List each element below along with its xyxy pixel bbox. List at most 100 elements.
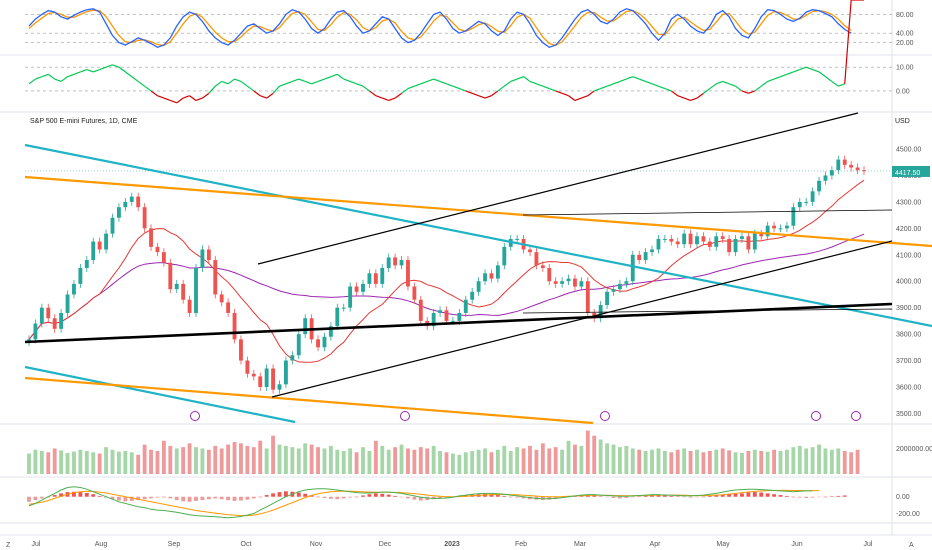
volume-bar[interactable] [733, 452, 738, 474]
macd-histogram-bar[interactable] [656, 495, 661, 497]
macd-histogram-bar[interactable] [194, 496, 198, 501]
candle-body[interactable] [772, 225, 777, 229]
macd-histogram-bar[interactable] [155, 496, 160, 498]
candle-body[interactable] [476, 281, 481, 292]
volume-bar[interactable] [701, 452, 706, 474]
volume-bar[interactable] [39, 451, 44, 474]
macd-histogram-bar[interactable] [341, 496, 346, 499]
candle-body[interactable] [784, 225, 789, 229]
horizontal-resistance-line[interactable] [522, 209, 893, 216]
volume-bar[interactable] [553, 447, 558, 474]
candle-body[interactable] [765, 225, 770, 237]
volume-bar[interactable] [650, 449, 654, 474]
macd-histogram-bar[interactable] [380, 493, 385, 497]
candle-body[interactable] [264, 368, 269, 387]
macd-histogram-bar[interactable] [573, 496, 577, 497]
macd-histogram-bar[interactable] [264, 495, 269, 497]
volume-bar[interactable] [303, 443, 308, 474]
volume-bar[interactable] [585, 430, 590, 474]
volume-bar[interactable] [508, 451, 513, 474]
macd-histogram-bar[interactable] [245, 496, 250, 500]
volume-bar[interactable] [219, 448, 224, 474]
trend-line-cyan-upper[interactable] [24, 143, 932, 328]
macd-histogram-bar[interactable] [373, 493, 378, 497]
macd-histogram-bar[interactable] [303, 493, 308, 497]
volume-bar[interactable] [444, 452, 449, 474]
volume-bar[interactable] [476, 449, 481, 474]
macd-histogram-bar[interactable] [187, 496, 192, 502]
volume-bar[interactable] [489, 452, 494, 474]
candle-body[interactable] [804, 201, 809, 203]
volume-bar[interactable] [829, 449, 834, 474]
volume-bar[interactable] [637, 449, 642, 474]
candle-body[interactable] [515, 238, 520, 240]
macd-histogram-bar[interactable] [495, 495, 500, 497]
candle-body[interactable] [116, 207, 121, 218]
candle-body[interactable] [849, 164, 854, 168]
volume-bar[interactable] [348, 448, 353, 474]
candle-body[interactable] [540, 265, 545, 268]
volume-bar[interactable] [91, 452, 96, 474]
volume-bar[interactable] [438, 451, 443, 474]
volume-bar[interactable] [463, 452, 468, 474]
candle-body[interactable] [251, 373, 256, 377]
volume-bar[interactable] [534, 449, 539, 474]
volume-bar[interactable] [457, 454, 462, 474]
volume-bar[interactable] [65, 452, 70, 474]
macd-histogram-bar[interactable] [630, 496, 635, 498]
volume-bar[interactable] [772, 449, 777, 474]
macd-histogram-bar[interactable] [348, 496, 353, 498]
volume-bar[interactable] [669, 452, 674, 474]
volume-bar[interactable] [155, 451, 160, 474]
volume-bar[interactable] [110, 449, 115, 474]
volume-bar[interactable] [752, 449, 757, 474]
macd-histogram-bar[interactable] [91, 494, 96, 497]
macd-histogram-bar[interactable] [123, 496, 128, 502]
volume-bar[interactable] [412, 449, 417, 474]
volume-bar[interactable] [810, 447, 815, 474]
candle-body[interactable] [78, 268, 83, 284]
macd-histogram-bar[interactable] [489, 494, 494, 497]
volume-bar[interactable] [797, 445, 802, 474]
macd-histogram-bar[interactable] [643, 495, 648, 497]
candle-body[interactable] [817, 180, 821, 192]
macd-histogram-bar[interactable] [78, 492, 83, 497]
volume-bar[interactable] [335, 449, 340, 474]
candle-body[interactable] [39, 307, 44, 324]
candle-body[interactable] [862, 170, 866, 172]
volume-bar[interactable] [187, 443, 192, 474]
macd-histogram-bar[interactable] [316, 496, 320, 498]
macd-histogram-bar[interactable] [624, 496, 629, 498]
volume-bar[interactable] [296, 448, 301, 474]
macd-histogram-bar[interactable] [393, 495, 398, 497]
volume-bar[interactable] [367, 451, 372, 474]
volume-bar[interactable] [630, 448, 635, 474]
volume-bar[interactable] [373, 440, 378, 474]
candle-body[interactable] [181, 283, 186, 300]
channel-lower-line[interactable] [271, 240, 893, 398]
volume-bar[interactable] [97, 453, 102, 474]
volume-bar[interactable] [707, 451, 712, 474]
macd-histogram-bar[interactable] [547, 496, 552, 500]
macd-histogram-bar[interactable] [778, 495, 783, 497]
macd-histogram-bar[interactable] [765, 493, 770, 497]
macd-histogram-bar[interactable] [149, 496, 153, 499]
horizontal-support-line[interactable] [522, 308, 893, 314]
candle-body[interactable] [470, 291, 475, 300]
candle-body[interactable] [348, 286, 353, 308]
macd-histogram-bar[interactable] [219, 496, 224, 500]
volume-bar[interactable] [84, 451, 89, 474]
timezone-toggle-icon[interactable]: Z [6, 542, 11, 549]
candle-body[interactable] [412, 286, 417, 300]
volume-bar[interactable] [450, 453, 455, 474]
candle-body[interactable] [194, 268, 198, 313]
volume-bar[interactable] [200, 448, 205, 474]
candle-body[interactable] [611, 289, 616, 292]
macd-histogram-bar[interactable] [251, 496, 256, 499]
candle-body[interactable] [746, 236, 751, 250]
candle-body[interactable] [431, 312, 436, 327]
volume-bar[interactable] [52, 448, 57, 474]
volume-bar[interactable] [611, 444, 616, 474]
candle-body[interactable] [328, 326, 333, 337]
macd-histogram-bar[interactable] [206, 496, 211, 500]
